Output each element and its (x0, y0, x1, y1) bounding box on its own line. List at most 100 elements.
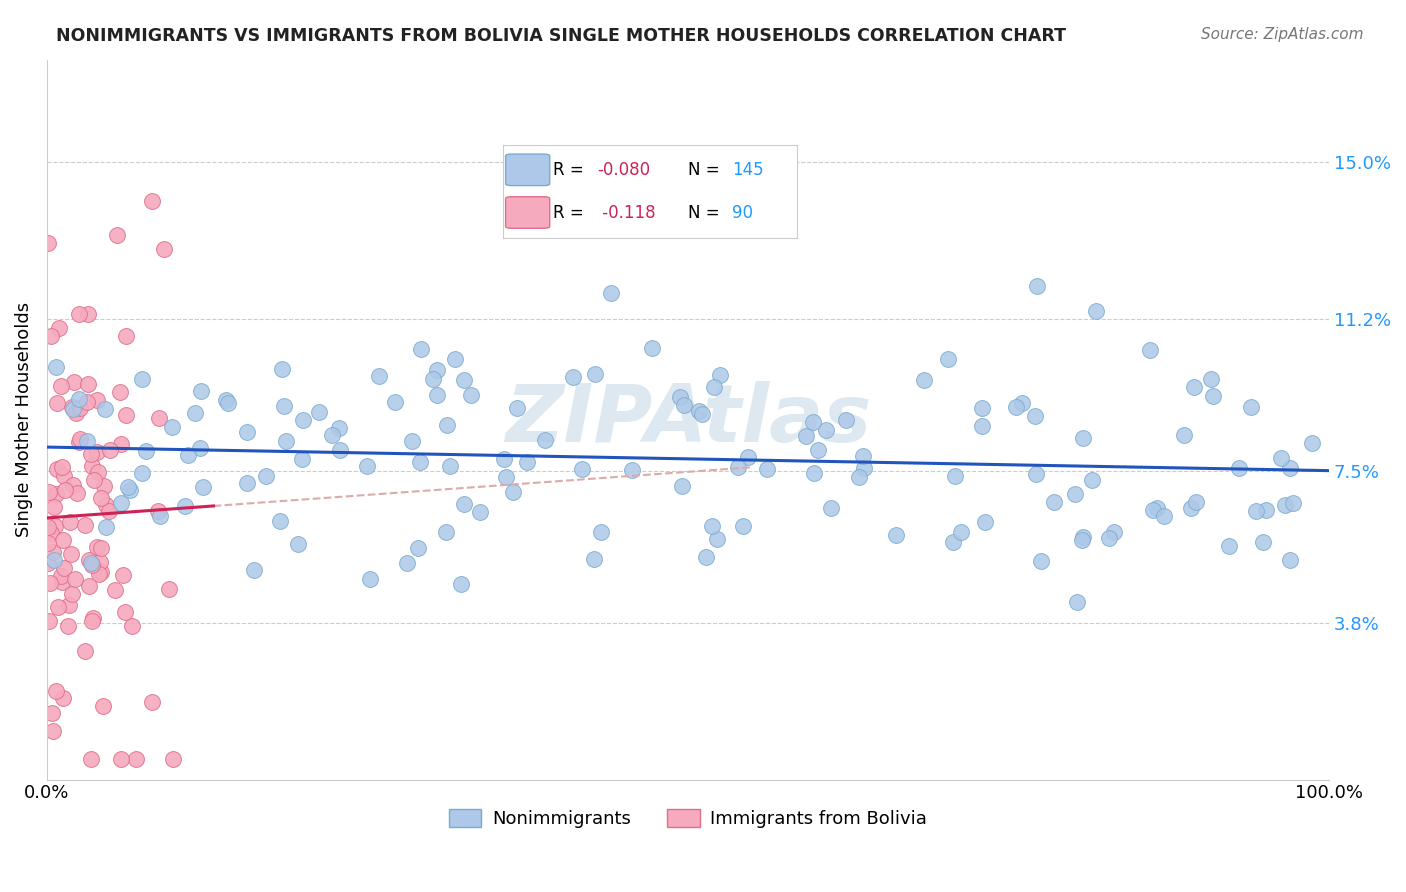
Point (94, 498, 117, 512)
Point (271, 362, 294, 376)
FancyBboxPatch shape (506, 197, 550, 228)
Point (45, 396, 67, 410)
Point (131, 372, 153, 386)
Point (38, 576, 60, 591)
Point (1026, 279, 1049, 293)
Point (453, 373, 475, 387)
Point (308, 405, 330, 419)
Point (291, 452, 314, 467)
Point (269, 514, 291, 528)
Point (1180, 500, 1202, 515)
Point (1025, 467, 1047, 481)
Point (75, 643, 97, 657)
Point (77, 376, 100, 391)
Point (502, 485, 524, 500)
Point (51, 378, 73, 392)
Point (737, 450, 759, 464)
Point (51, 575, 73, 590)
Point (39, 525, 62, 540)
Point (193, 480, 215, 494)
Point (620, 463, 643, 477)
Point (671, 479, 693, 493)
Point (110, 384, 132, 399)
Point (236, 425, 259, 439)
Point (709, 368, 731, 382)
Point (1011, 395, 1033, 409)
Point (110, 496, 132, 510)
Y-axis label: Single Mother Households: Single Mother Households (15, 302, 32, 537)
Point (188, 441, 211, 455)
Point (408, 541, 430, 555)
Point (1253, 534, 1275, 549)
Point (796, 429, 818, 443)
Point (41, 706, 63, 720)
Point (162, 752, 184, 766)
Point (468, 505, 491, 519)
Point (52, 533, 75, 547)
Point (436, 417, 458, 432)
Point (69, 432, 91, 446)
Point (63, 572, 86, 586)
Point (46, 599, 69, 614)
Point (82, 459, 104, 474)
Point (695, 549, 717, 564)
Point (110, 436, 132, 450)
Point (90, 541, 112, 555)
Point (950, 524, 973, 539)
Text: 145: 145 (733, 161, 763, 179)
Point (273, 400, 295, 414)
Point (1279, 553, 1302, 567)
Point (89, 555, 111, 569)
Point (583, 551, 606, 566)
Point (94, 402, 117, 417)
Point (359, 572, 381, 586)
Point (65, 486, 87, 500)
Point (755, 462, 778, 476)
Point (86, 466, 108, 480)
Point (396, 556, 419, 570)
Point (494, 451, 516, 466)
Point (1004, 401, 1026, 415)
Point (848, 469, 870, 483)
Point (1064, 487, 1087, 501)
Point (149, 508, 172, 523)
Point (80, 558, 103, 572)
Point (820, 500, 842, 515)
Point (38, 485, 60, 500)
Point (112, 568, 135, 582)
Point (131, 466, 153, 480)
Point (321, 428, 343, 442)
Point (1142, 503, 1164, 517)
Point (86, 393, 108, 408)
Point (80, 614, 103, 628)
Point (51, 460, 73, 475)
Point (453, 497, 475, 511)
Point (1081, 473, 1104, 487)
Point (706, 532, 728, 546)
Point (1073, 432, 1095, 446)
Point (37, 536, 59, 550)
Point (121, 619, 143, 633)
Point (1139, 343, 1161, 357)
Point (48, 321, 70, 335)
Point (49, 569, 72, 583)
Point (641, 341, 664, 355)
Point (1218, 539, 1240, 553)
Point (803, 466, 825, 480)
Point (853, 460, 876, 475)
Point (731, 519, 754, 533)
Point (1066, 595, 1088, 609)
Point (356, 459, 378, 474)
Point (1199, 372, 1222, 386)
Point (65, 406, 87, 420)
Point (59, 515, 82, 529)
Point (98, 443, 121, 458)
Point (39, 328, 62, 343)
Point (105, 227, 128, 242)
Point (1182, 379, 1205, 393)
Point (67, 307, 90, 321)
Point (1146, 500, 1168, 515)
Point (1084, 304, 1107, 318)
Point (82, 611, 104, 625)
Point (93, 699, 115, 714)
